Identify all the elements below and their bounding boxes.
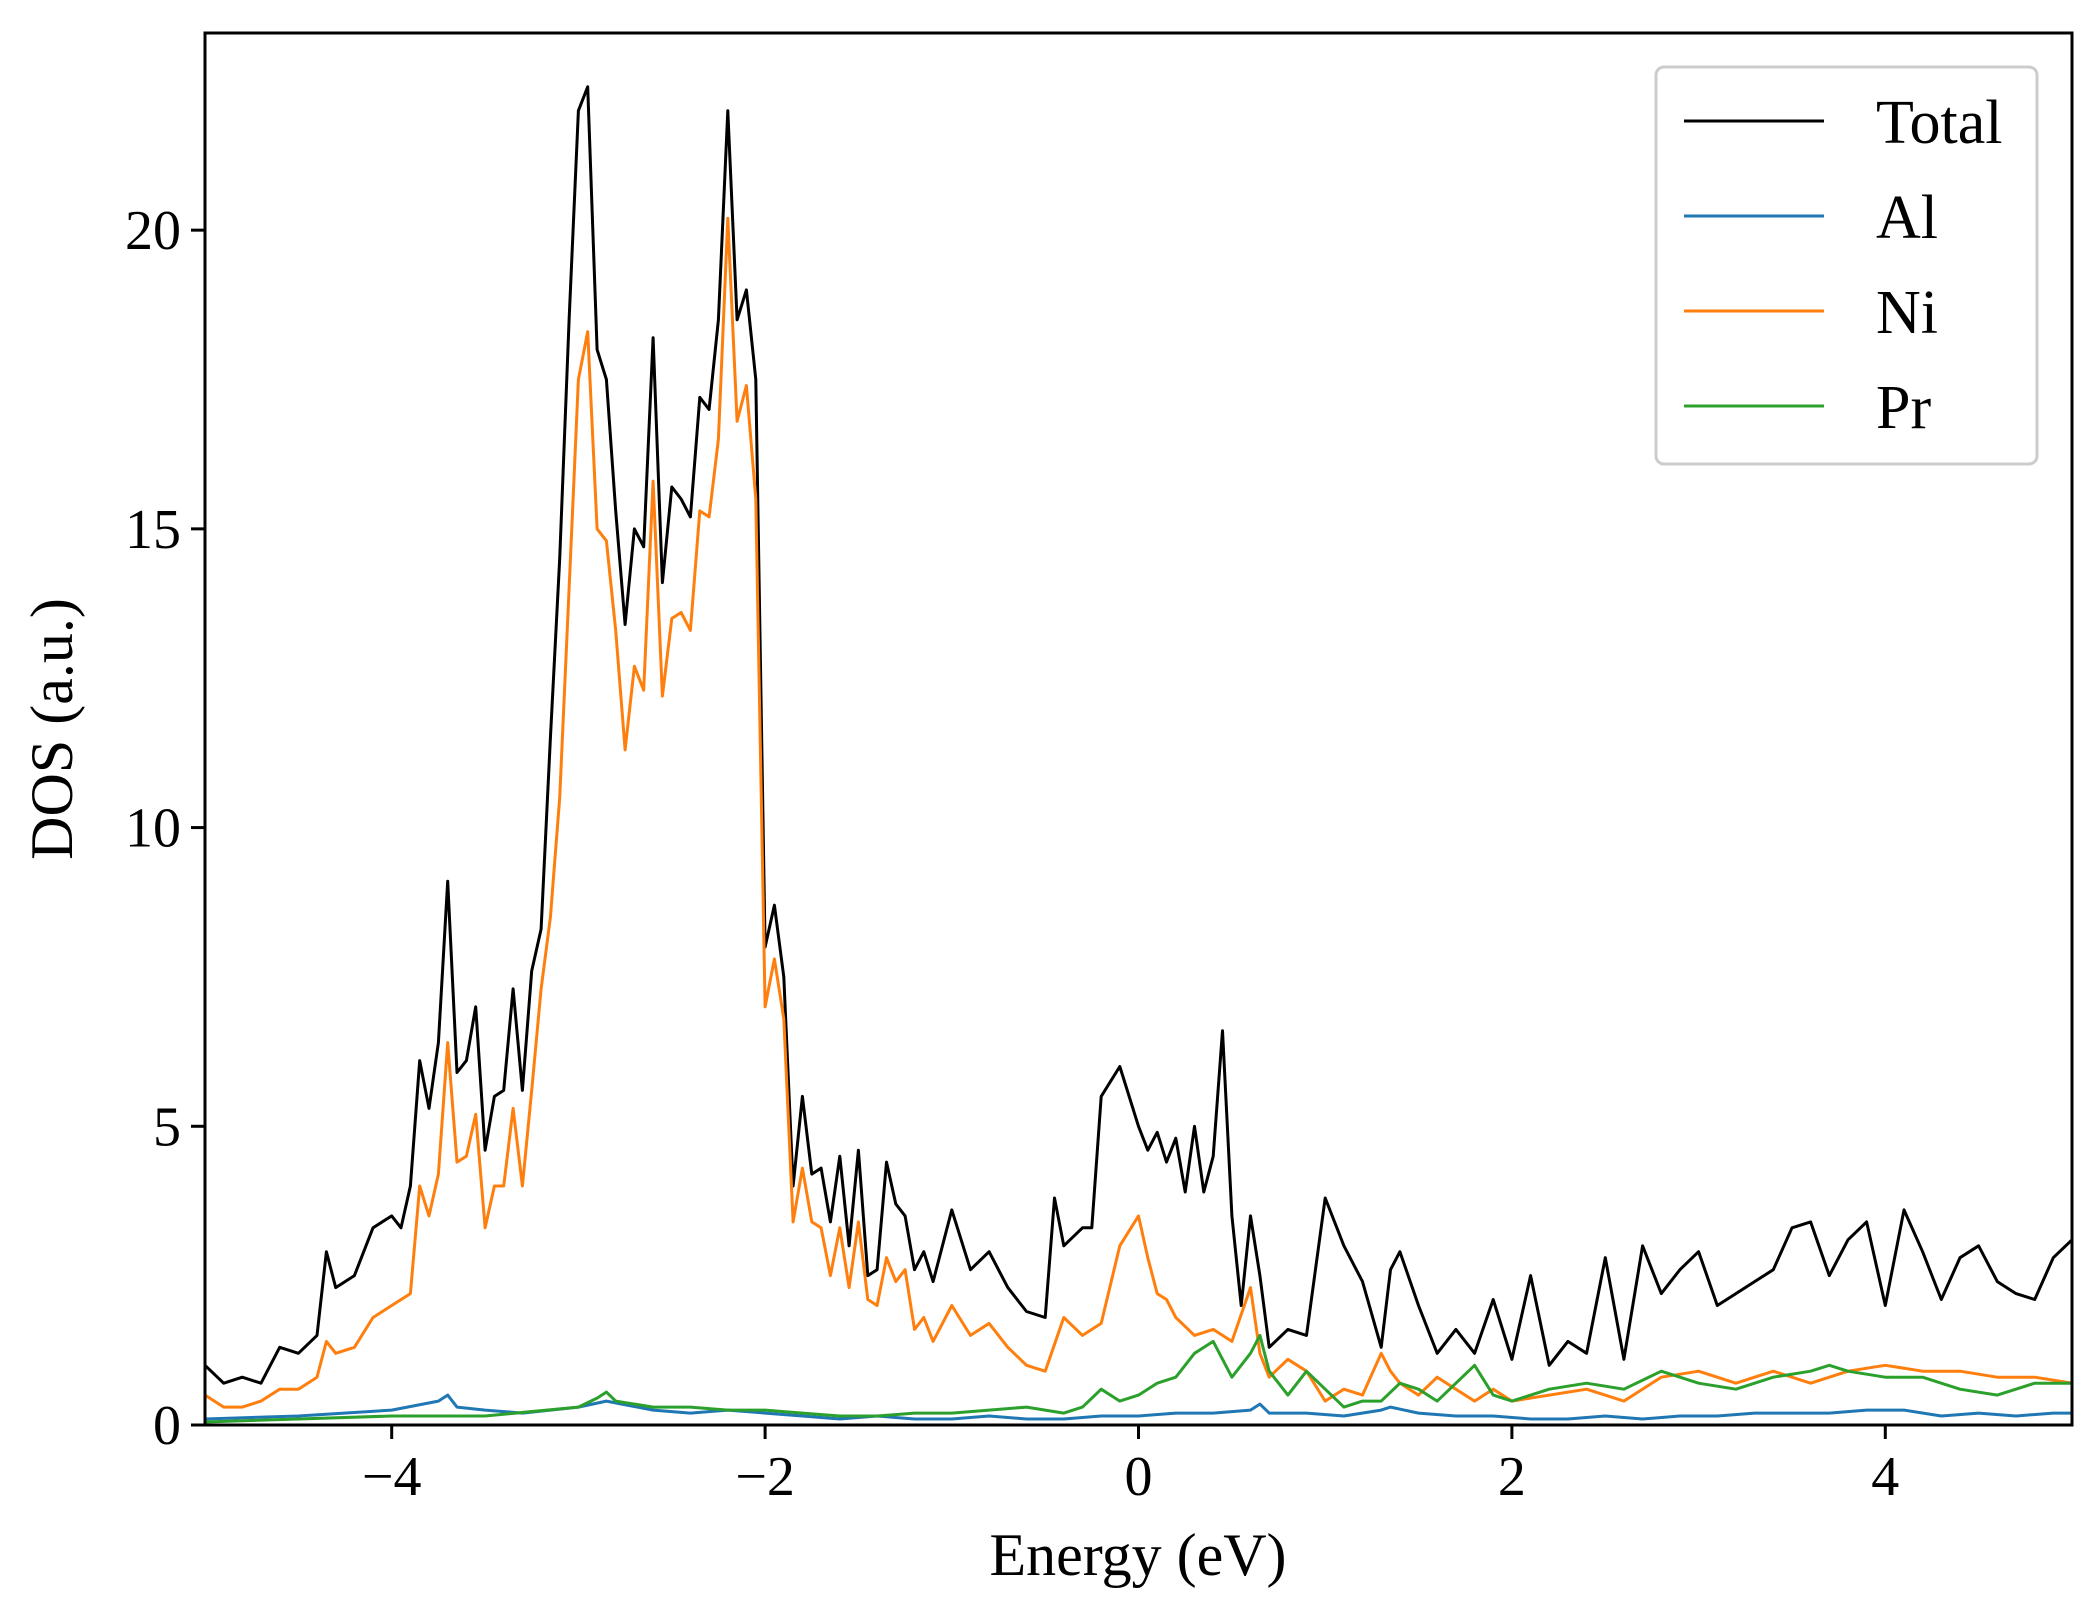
series-group	[205, 85, 2072, 1424]
legend-label-ni: Ni	[1876, 279, 1938, 347]
legend: Total Al Ni Pr	[1654, 65, 2039, 466]
x-axis-label: Energy (eV)	[989, 1522, 1286, 1588]
series-line-al	[205, 1393, 2072, 1421]
legend-label-total: Total	[1876, 89, 2003, 157]
y-tick-label: 5	[153, 1096, 181, 1158]
x-tick-label: −4	[362, 1446, 422, 1508]
x-tick-label: 4	[1871, 1446, 1899, 1508]
y-axis-ticks: 0 5 10 15 20	[125, 200, 205, 1457]
legend-frame	[1654, 65, 2039, 466]
y-axis-label: DOS (a.u.)	[19, 598, 85, 860]
legend-label-al: Al	[1876, 184, 1938, 252]
legend-label-pr: Pr	[1876, 374, 1931, 442]
x-tick-label: 0	[1125, 1446, 1153, 1508]
y-tick-label: 10	[125, 798, 181, 860]
x-tick-label: −2	[735, 1446, 795, 1508]
x-tick-label: 2	[1498, 1446, 1526, 1508]
series-line-total	[205, 85, 2072, 1385]
x-axis-ticks: −4 −2 0 2 4	[362, 1425, 1899, 1508]
y-tick-label: 0	[153, 1395, 181, 1457]
y-tick-label: 20	[125, 200, 181, 262]
y-tick-label: 15	[125, 499, 181, 561]
series-line-pr	[205, 1333, 2072, 1424]
